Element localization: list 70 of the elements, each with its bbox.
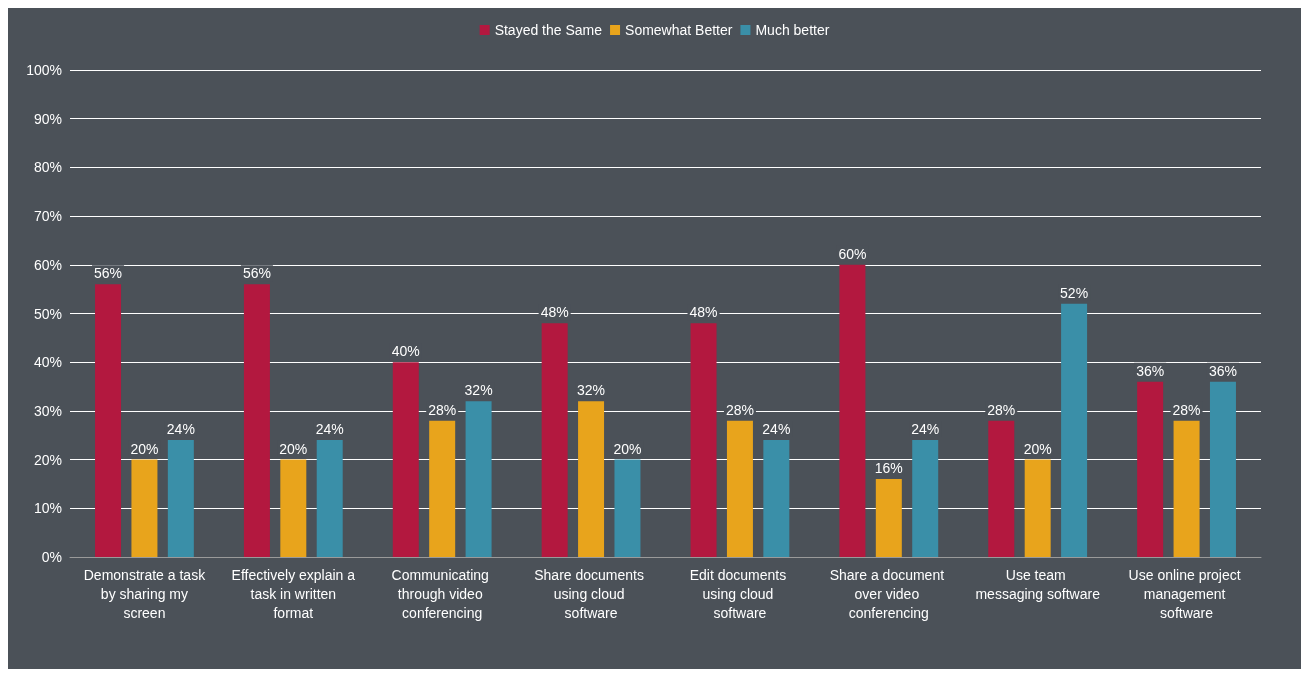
bar: [429, 420, 456, 557]
data-label: 24%: [315, 421, 344, 438]
legend-label: Stayed the Same: [494, 22, 603, 38]
bar: [465, 401, 492, 557]
bar: [1173, 420, 1200, 557]
data-label: 28%: [725, 401, 754, 418]
bar: [875, 479, 902, 557]
x-tick-label: Share documents using cloud software: [534, 566, 648, 621]
bar: [912, 440, 939, 557]
bar: [316, 440, 343, 557]
y-tick-label: 80%: [33, 159, 62, 176]
x-tick-label: Share a document over video conferencing: [829, 566, 948, 621]
bar: [988, 420, 1015, 557]
bar: [243, 284, 270, 557]
data-label: 60%: [838, 245, 867, 262]
data-label: 52%: [1060, 284, 1089, 301]
bar: [131, 459, 158, 557]
y-tick-label: 0%: [41, 549, 62, 565]
bar: [839, 264, 866, 557]
bar: [392, 362, 419, 557]
bar: [280, 459, 307, 557]
bar: [578, 401, 605, 557]
y-tick-label: 40%: [33, 354, 62, 371]
legend-label: Much better: [755, 22, 830, 38]
x-tick-label: Use online project management software: [1128, 566, 1245, 621]
y-tick-label: 10%: [33, 500, 62, 517]
bar: [95, 284, 122, 557]
data-label: 16%: [874, 460, 903, 477]
data-label: 24%: [762, 421, 791, 438]
data-label: 28%: [1172, 401, 1201, 418]
x-tick-label: Edit documents using cloud software: [689, 566, 791, 621]
x-tick-label: Use team messaging software: [975, 566, 1101, 602]
data-label: 20%: [279, 440, 308, 457]
bar: [1024, 459, 1051, 557]
bar: [1137, 381, 1164, 557]
bar: [541, 323, 568, 557]
y-tick-label: 20%: [33, 451, 62, 468]
data-label: 48%: [689, 304, 718, 321]
data-label: 36%: [1136, 362, 1165, 379]
bar: [167, 440, 194, 557]
data-label: 40%: [391, 343, 420, 360]
y-tick-label: 100%: [26, 62, 62, 78]
data-label: 20%: [1023, 440, 1052, 457]
data-label: 28%: [987, 401, 1016, 418]
y-tick-label: 90%: [33, 110, 62, 127]
data-label: 32%: [464, 382, 493, 399]
y-tick-label: 30%: [33, 402, 62, 419]
data-label: 36%: [1208, 362, 1237, 379]
x-tick-label: Demonstrate a task by sharing my screen: [83, 566, 207, 621]
data-label: 24%: [911, 421, 940, 438]
y-tick-label: 50%: [33, 305, 62, 322]
bar: [614, 459, 641, 557]
bar: [690, 323, 717, 557]
data-label: 32%: [577, 382, 606, 399]
data-label: 48%: [540, 304, 569, 321]
bar: [763, 440, 790, 557]
data-label: 56%: [94, 265, 123, 282]
bar: [1209, 381, 1236, 557]
legend-label: Somewhat Better: [625, 22, 733, 38]
x-tick-label: Effectively explain a task in written format: [231, 566, 356, 621]
bar: [1061, 303, 1088, 557]
y-tick-label: 60%: [33, 256, 62, 273]
data-label: 24%: [166, 421, 195, 438]
x-tick-label: Communicating through video conferencing: [391, 566, 493, 621]
data-label: 28%: [428, 401, 457, 418]
data-label: 56%: [242, 265, 271, 282]
bar: [726, 420, 753, 557]
data-label: 20%: [130, 440, 159, 457]
data-label: 20%: [613, 440, 642, 457]
y-tick-label: 70%: [33, 208, 62, 225]
